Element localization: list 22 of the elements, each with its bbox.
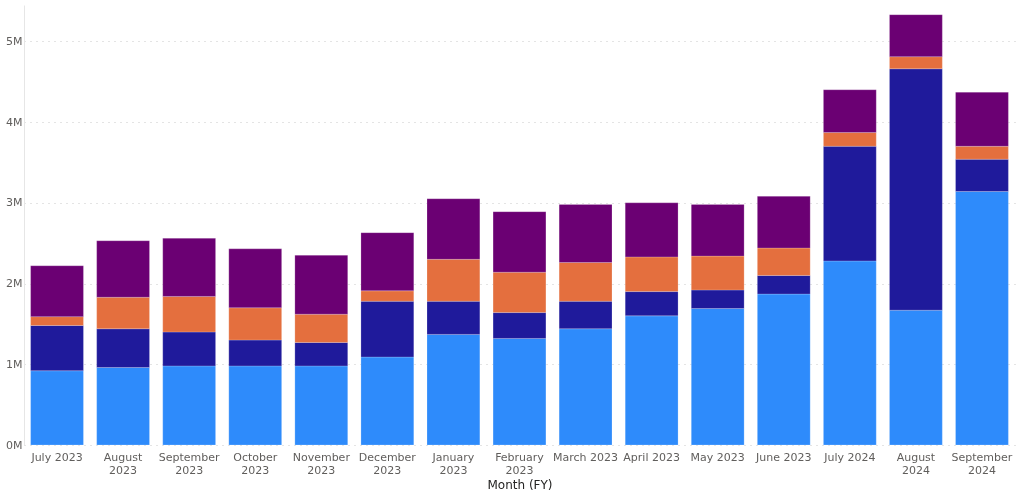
y-tick-label: 4M [6, 115, 23, 129]
x-tick-label: November 2023 [292, 450, 351, 477]
y-tick-label: 3M [6, 196, 23, 210]
x-tick-label: August 2023 [103, 450, 144, 477]
x-tick-label: June 2023 [755, 450, 812, 464]
x-tick-label: April 2023 [623, 450, 680, 464]
x-tick-label: February 2023 [495, 450, 545, 477]
y-tick-label: 5M [6, 34, 23, 48]
x-tick-label: August 2024 [896, 450, 936, 477]
x-tick-label: May 2023 [690, 450, 745, 464]
x-tick-label: July 2024 [823, 450, 876, 464]
x-tick-label: September 2024 [951, 450, 1013, 477]
y-tick-label: 2M [6, 277, 23, 291]
x-tick-label: December 2023 [358, 450, 417, 477]
x-tick-label: March 2023 [553, 450, 619, 464]
x-tick-label: October 2023 [233, 450, 278, 477]
x-axis-title: Month (FY) [487, 477, 553, 492]
x-tick-label: September 2023 [158, 450, 221, 477]
x-tick-label: July 2023 [30, 450, 83, 464]
x-tick-label: January 2023 [431, 450, 475, 477]
y-tick-label: 1M [6, 357, 23, 371]
y-tick-label: 0M [6, 438, 23, 452]
